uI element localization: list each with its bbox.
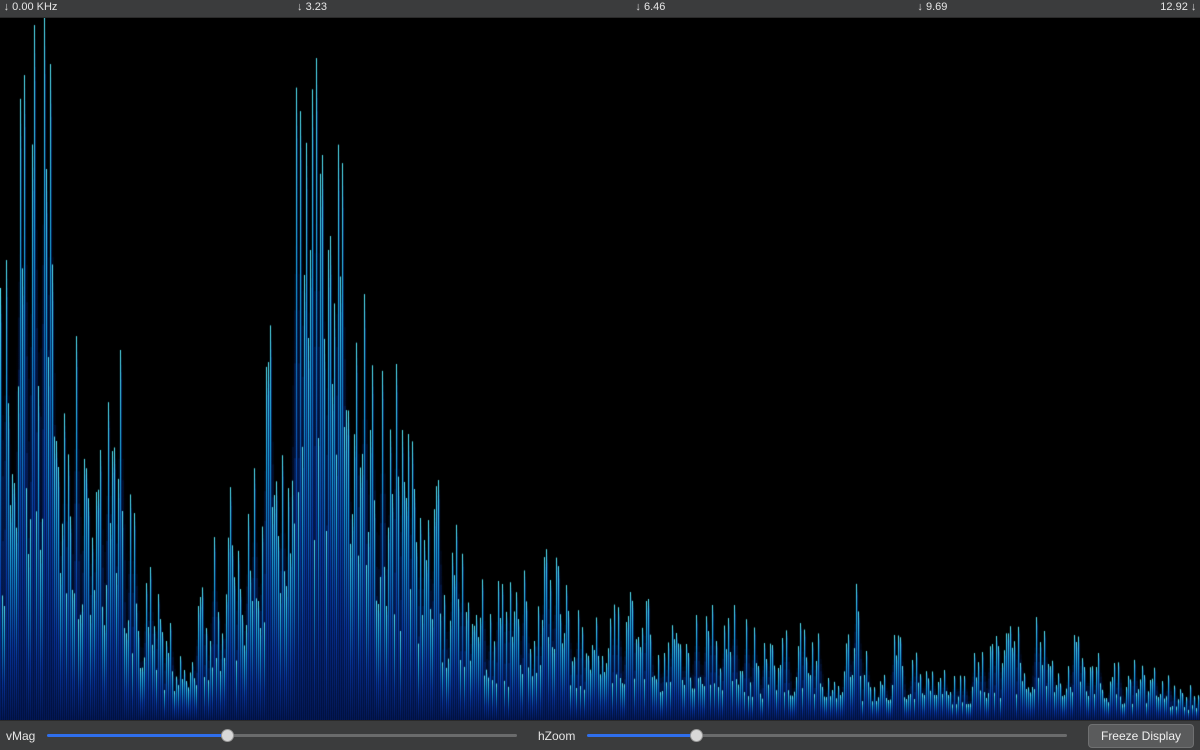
control-bar: vMag hZoom Freeze Display [0,720,1200,750]
ruler-tick: ↓ 6.46 [635,1,665,13]
vmag-slider[interactable] [47,734,517,737]
ruler-tick: ↓ 9.69 [917,1,947,13]
hzoom-slider[interactable] [587,734,1067,737]
spectrum-canvas-wrap [0,18,1200,720]
hzoom-label: hZoom [538,729,575,743]
ruler-tick: ↓ 3.23 [297,1,327,13]
frequency-ruler: ↓ 0.00 KHz ↓ 3.23 ↓ 6.46 ↓ 9.69 12.92 ↓ [0,0,1200,18]
spectrum-canvas [0,18,1200,720]
vmag-label: vMag [6,729,35,743]
spectrum-analyzer-app: ↓ 0.00 KHz ↓ 3.23 ↓ 6.46 ↓ 9.69 12.92 ↓ vMag… [0,0,1200,750]
freeze-display-button[interactable]: Freeze Display [1088,724,1194,748]
ruler-tick: ↓ 0.00 KHz [4,1,58,13]
ruler-tick: 12.92 ↓ [1160,1,1196,13]
